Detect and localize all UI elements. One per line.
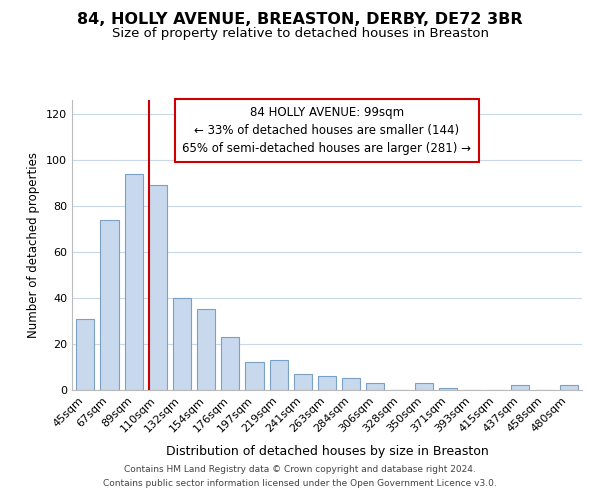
- Bar: [245, 362, 263, 390]
- Bar: [197, 310, 215, 390]
- Bar: [366, 383, 385, 390]
- Bar: [342, 378, 360, 390]
- Bar: [125, 174, 143, 390]
- Text: Contains HM Land Registry data © Crown copyright and database right 2024.
Contai: Contains HM Land Registry data © Crown c…: [103, 466, 497, 487]
- Bar: [294, 374, 312, 390]
- Y-axis label: Number of detached properties: Number of detached properties: [28, 152, 40, 338]
- Bar: [149, 185, 167, 390]
- Bar: [560, 386, 578, 390]
- Text: 84, HOLLY AVENUE, BREASTON, DERBY, DE72 3BR: 84, HOLLY AVENUE, BREASTON, DERBY, DE72 …: [77, 12, 523, 28]
- Bar: [439, 388, 457, 390]
- Bar: [221, 337, 239, 390]
- Bar: [76, 318, 94, 390]
- Text: 84 HOLLY AVENUE: 99sqm
← 33% of detached houses are smaller (144)
65% of semi-de: 84 HOLLY AVENUE: 99sqm ← 33% of detached…: [182, 106, 472, 155]
- Bar: [318, 376, 336, 390]
- Bar: [269, 360, 288, 390]
- Text: Size of property relative to detached houses in Breaston: Size of property relative to detached ho…: [112, 28, 488, 40]
- Bar: [511, 386, 529, 390]
- Bar: [415, 383, 433, 390]
- Bar: [100, 220, 119, 390]
- X-axis label: Distribution of detached houses by size in Breaston: Distribution of detached houses by size …: [166, 445, 488, 458]
- Bar: [173, 298, 191, 390]
